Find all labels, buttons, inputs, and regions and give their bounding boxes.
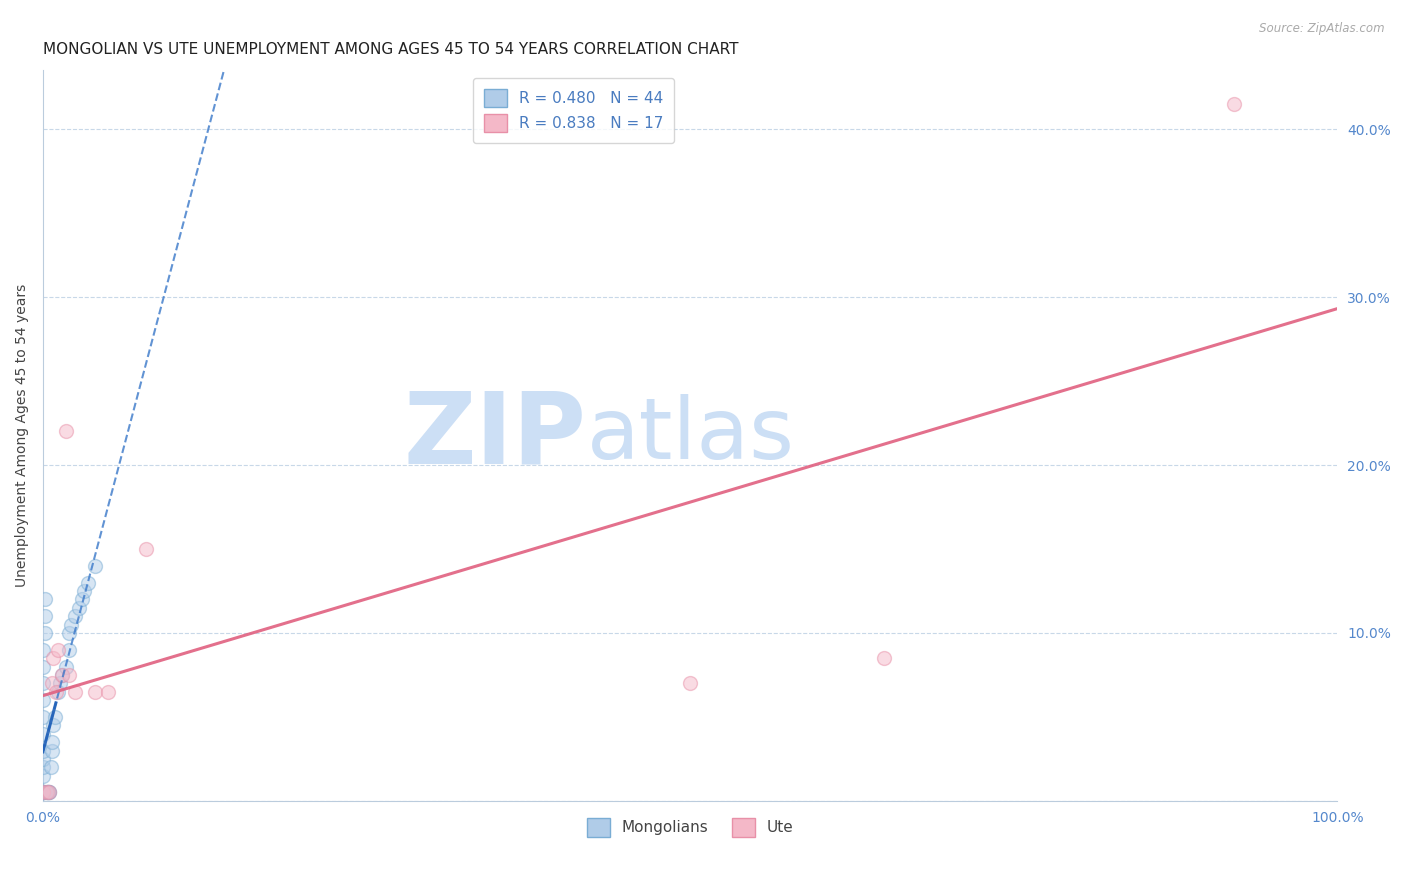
Point — [67, 600, 90, 615]
Point — [58, 642, 80, 657]
Point — [32, 752, 55, 766]
Point — [58, 668, 80, 682]
Point — [32, 710, 55, 724]
Point — [83, 558, 105, 573]
Point — [45, 684, 67, 698]
Point — [873, 651, 896, 665]
Point — [51, 668, 73, 682]
Point — [55, 659, 77, 673]
Point — [34, 626, 56, 640]
Point — [51, 668, 73, 682]
Text: MONGOLIAN VS UTE UNEMPLOYMENT AMONG AGES 45 TO 54 YEARS CORRELATION CHART: MONGOLIAN VS UTE UNEMPLOYMENT AMONG AGES… — [44, 42, 738, 57]
Point — [65, 609, 87, 624]
Point — [35, 785, 58, 799]
Point — [48, 684, 70, 698]
Point — [32, 693, 55, 707]
Point — [32, 642, 55, 657]
Point — [35, 785, 58, 799]
Point — [77, 575, 100, 590]
Point — [48, 676, 70, 690]
Point — [32, 743, 55, 757]
Point — [39, 760, 62, 774]
Text: Source: ZipAtlas.com: Source: ZipAtlas.com — [1260, 22, 1385, 36]
Point — [679, 676, 702, 690]
Point — [41, 743, 63, 757]
Point — [44, 710, 66, 724]
Legend: Mongolians, Ute: Mongolians, Ute — [579, 811, 801, 845]
Point — [38, 785, 60, 799]
Point — [32, 785, 55, 799]
Point — [32, 785, 55, 799]
Point — [32, 760, 55, 774]
Point — [37, 785, 59, 799]
Point — [42, 651, 65, 665]
Point — [32, 676, 55, 690]
Point — [73, 584, 96, 599]
Point — [41, 735, 63, 749]
Point — [83, 684, 105, 698]
Point — [32, 659, 55, 673]
Point — [55, 425, 77, 439]
Point — [38, 785, 60, 799]
Point — [42, 718, 65, 732]
Point — [34, 592, 56, 607]
Point — [32, 785, 55, 799]
Point — [37, 785, 59, 799]
Point — [1223, 97, 1246, 112]
Point — [32, 727, 55, 741]
Point — [48, 642, 70, 657]
Point — [35, 785, 58, 799]
Point — [32, 785, 55, 799]
Point — [70, 592, 93, 607]
Point — [60, 617, 83, 632]
Point — [32, 785, 55, 799]
Point — [32, 785, 55, 799]
Y-axis label: Unemployment Among Ages 45 to 54 years: Unemployment Among Ages 45 to 54 years — [15, 284, 30, 587]
Point — [32, 785, 55, 799]
Text: ZIP: ZIP — [404, 387, 586, 484]
Point — [65, 684, 87, 698]
Point — [32, 769, 55, 783]
Point — [41, 676, 63, 690]
Point — [135, 541, 157, 556]
Text: atlas: atlas — [586, 394, 794, 477]
Point — [58, 626, 80, 640]
Point — [32, 785, 55, 799]
Point — [97, 684, 120, 698]
Point — [34, 609, 56, 624]
Point — [38, 785, 60, 799]
